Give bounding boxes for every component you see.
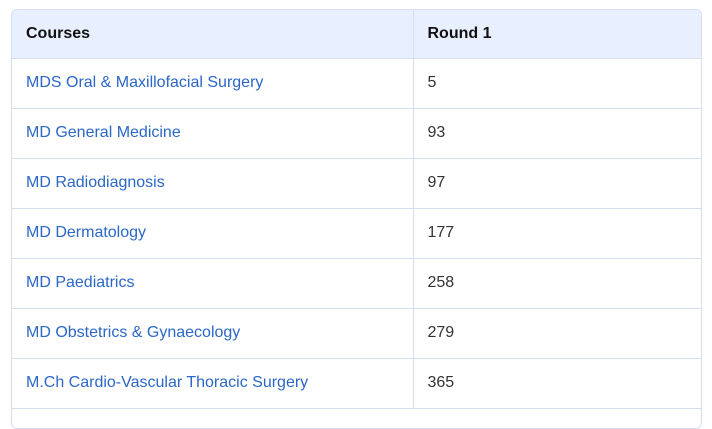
round-1-cell: 93 [412,108,701,159]
round-1-cell: 258 [412,258,701,309]
table-row: MD Radiodiagnosis 97 [12,158,701,209]
course-cell: MD Paediatrics [12,258,413,309]
header-row: Courses Round 1 [12,10,701,59]
course-cell: MDS Oral & Maxillofacial Surgery [12,58,413,109]
course-cell: MD Dermatology [12,208,413,259]
courses-table: Courses Round 1 MDS Oral & Maxillofacial… [12,10,701,409]
course-link[interactable]: MD Dermatology [26,224,147,241]
table-body: MDS Oral & Maxillofacial Surgery 5 MD Ge… [12,58,701,409]
course-link[interactable]: MDS Oral & Maxillofacial Surgery [26,74,264,91]
table-row: M.Ch Cardio-Vascular Thoracic Surgery 36… [12,358,701,409]
round-1-cell: 365 [412,358,701,409]
round-1-cell: 97 [412,158,701,209]
table-row: MD Dermatology 177 [12,208,701,259]
table-row: MD General Medicine 93 [12,108,701,159]
table-row: MD Obstetrics & Gynaecology 279 [12,308,701,359]
header-courses: Courses [12,10,413,59]
course-cell: M.Ch Cardio-Vascular Thoracic Surgery [12,358,413,409]
courses-table-container: Courses Round 1 MDS Oral & Maxillofacial… [11,9,702,429]
course-cell: MD Radiodiagnosis [12,158,413,209]
course-link[interactable]: MD General Medicine [26,124,181,141]
round-1-cell: 5 [412,58,701,109]
course-link[interactable]: MD Paediatrics [26,274,135,291]
course-cell: MD Obstetrics & Gynaecology [12,308,413,359]
header-round-1: Round 1 [412,10,701,59]
table-row: MD Paediatrics 258 [12,258,701,309]
round-1-cell: 177 [412,208,701,259]
table-header: Courses Round 1 [12,10,701,59]
course-link[interactable]: M.Ch Cardio-Vascular Thoracic Surgery [26,374,309,391]
table-row: MDS Oral & Maxillofacial Surgery 5 [12,58,701,109]
round-1-cell: 279 [412,308,701,359]
course-link[interactable]: MD Radiodiagnosis [26,174,165,191]
course-cell: MD General Medicine [12,108,413,159]
course-link[interactable]: MD Obstetrics & Gynaecology [26,324,241,341]
